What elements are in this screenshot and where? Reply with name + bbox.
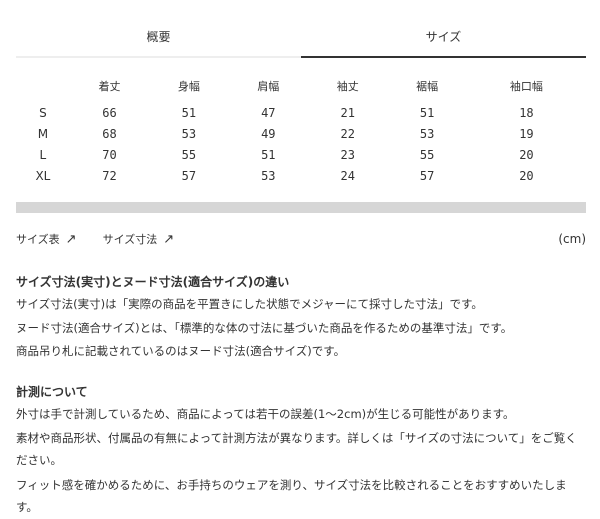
header-shoulder-width: 肩幅 — [257, 80, 280, 93]
measurement-cell: 20 — [519, 147, 534, 162]
section-text: 素材や商品形状、付属品の有無によって計測方法が異なります。詳しくは「サイズの寸法… — [16, 430, 577, 467]
measurement-cell: 51 — [419, 105, 435, 120]
size-chart-link[interactable]: サイズ表 ↗ — [16, 231, 77, 247]
tab-size[interactable]: サイズ — [301, 22, 586, 58]
unit-label: (cm) — [558, 232, 586, 246]
header-hem-width: 裾幅 — [416, 80, 439, 93]
size-label-cell: L — [39, 147, 47, 162]
external-arrow-icon: ↗ — [163, 231, 175, 247]
measurement-cell: 53 — [181, 126, 197, 141]
measurement-cell: 21 — [340, 105, 355, 120]
size-label-cell: S — [39, 105, 47, 120]
external-arrow-icon: ↗ — [65, 231, 77, 247]
measurement-cell: 24 — [340, 168, 355, 183]
tab-bar: 概要 サイズ — [16, 22, 586, 58]
measurement-cell: 72 — [102, 168, 117, 183]
section-text: サイズ寸法(実寸)は「実際の商品を平置きにした状態でメジャーにて採寸した寸法」で… — [16, 297, 483, 311]
section-title: 計測について — [16, 385, 88, 399]
measurement-cell: 51 — [181, 105, 197, 120]
measurement-cell: 55 — [419, 147, 435, 162]
table-header-row: 着丈 身幅 肩幅 袖丈 裾幅 袖口幅 — [16, 76, 586, 102]
size-table: 着丈 身幅 肩幅 袖丈 裾幅 袖口幅 S 66 51 47 21 51 18 M 68 53 49 2… — [16, 76, 586, 186]
size-chart-label: サイズ表 — [16, 233, 60, 246]
size-dimensions-link[interactable]: サイズ寸法 ↗ — [103, 231, 175, 247]
measurement-cell: 47 — [261, 105, 276, 120]
header-body-width: 身幅 — [177, 80, 200, 93]
section-text: 外寸は手で計測しているため、商品によっては若干の誤差(1～2cm)が生じる可能性… — [16, 407, 515, 421]
measurement-cell: 19 — [519, 126, 534, 141]
measurement-cell: 53 — [261, 168, 276, 183]
header-cuff-width: 袖口幅 — [509, 80, 543, 93]
measurement-cell: 20 — [519, 168, 534, 183]
header-length: 着丈 — [98, 80, 121, 93]
size-dimensions-label: サイズ寸法 — [102, 233, 158, 246]
section-text: ヌード寸法(適合サイズ)とは、「標準的な体の寸法に基づいた商品を作るための基準寸… — [16, 320, 513, 335]
measurement-cell: 66 — [102, 105, 117, 120]
table-row: L 70 55 51 23 55 20 — [16, 144, 586, 165]
size-label-cell: XL — [35, 168, 51, 183]
table-row: XL 72 57 53 24 57 20 — [16, 165, 586, 186]
measurement-cell: 18 — [519, 105, 534, 120]
measurement-cell: 51 — [261, 147, 276, 162]
links-row: サイズ表 ↗ サイズ寸法 ↗ (cm) — [16, 231, 586, 247]
table-row: S 66 51 47 21 51 18 — [16, 102, 586, 123]
header-sleeve-length: 袖丈 — [336, 80, 359, 93]
size-label-cell: M — [37, 126, 49, 141]
measurement-cell: 22 — [340, 126, 355, 141]
table-row: M 68 53 49 22 53 19 — [16, 123, 586, 144]
measurement-cell: 57 — [419, 168, 435, 183]
measurement-cell: 53 — [419, 126, 435, 141]
size-difference-section: サイズ寸法(実寸)とヌード寸法(適合サイズ)の違い サイズ寸法(実寸)は「実際の… — [16, 271, 588, 364]
tab-overview[interactable]: 概要 — [16, 22, 301, 58]
header-size — [16, 76, 70, 102]
measurement-cell: 57 — [181, 168, 197, 183]
measurement-cell: 49 — [261, 126, 276, 141]
section-title: サイズ寸法(実寸)とヌード寸法(適合サイズ)の違い — [16, 275, 290, 289]
measurement-section: 計測について 外寸は手で計測しているため、商品によっては若干の誤差(1～2cm)… — [16, 381, 588, 518]
section-text: フィット感を確かめるために、お手持ちのウェアを測り、サイズ寸法を比較されることを… — [16, 477, 567, 514]
section-text: 商品吊り札に記載されているのはヌード寸法(適合サイズ)です。 — [16, 344, 346, 358]
measurement-cell: 55 — [181, 147, 197, 162]
horizontal-scrollbar[interactable] — [16, 202, 586, 213]
measurement-cell: 68 — [102, 126, 117, 141]
measurement-cell: 70 — [102, 147, 117, 162]
measurement-cell: 23 — [340, 147, 355, 162]
